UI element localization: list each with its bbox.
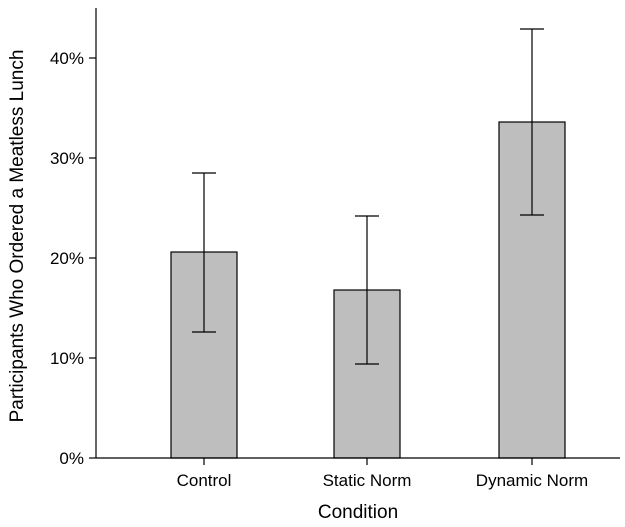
- y-axis-ticks: 0% 10% 20% 30% 40%: [50, 49, 96, 468]
- y-tick-label: 20%: [50, 249, 84, 268]
- y-tick-label: 30%: [50, 149, 84, 168]
- x-tick-label: Static Norm: [323, 471, 412, 490]
- error-bars: [192, 28, 544, 365]
- x-tick-label: Control: [177, 471, 232, 490]
- x-axis-ticks: Control Static Norm Dynamic Norm: [177, 458, 588, 490]
- y-axis-title: Participants Who Ordered a Meatless Lunc…: [7, 50, 28, 423]
- y-tick-label: 10%: [50, 349, 84, 368]
- y-tick-label: 40%: [50, 49, 84, 68]
- x-axis-title: Condition: [318, 502, 398, 523]
- y-tick-label: 0%: [59, 449, 84, 468]
- bars: [170, 121, 566, 459]
- x-tick-label: Dynamic Norm: [476, 471, 588, 490]
